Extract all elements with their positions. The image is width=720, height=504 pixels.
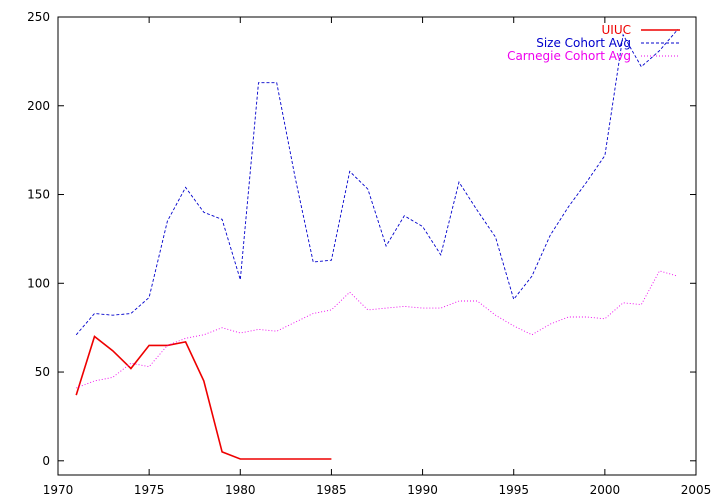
- series-line-2: [75, 29, 679, 336]
- y-tick-label: 0: [42, 454, 50, 468]
- plot-frame: [57, 16, 697, 476]
- y-tick-label: 150: [27, 188, 50, 202]
- x-tick-label: 1985: [316, 483, 347, 497]
- series-line-1: [75, 335, 332, 460]
- legend-label: UIUC: [602, 23, 631, 37]
- x-tick-label: 1980: [225, 483, 256, 497]
- x-tick-label: 2000: [590, 483, 621, 497]
- x-tick-label: 1990: [407, 483, 438, 497]
- x-tick-label: 1970: [43, 483, 74, 497]
- axis-ticks: 1970 1975 1980 1985 1990 1995 2000 2005 0 50 100 15…: [27, 10, 711, 497]
- series-line-3: [76, 270, 678, 389]
- y-tick-label: 100: [27, 276, 50, 290]
- legend-label: Carnegie Cohort Avg: [507, 49, 631, 63]
- legend-label: Size Cohort Avg: [536, 36, 631, 50]
- x-tick-label: 2005: [681, 483, 712, 497]
- y-tick-label: 200: [27, 99, 50, 113]
- x-tick-label: 1975: [134, 483, 165, 497]
- y-tick-label: 250: [27, 10, 50, 24]
- y-tick-label: 50: [35, 365, 50, 379]
- x-tick-label: 1995: [498, 483, 529, 497]
- series-lines: [75, 29, 679, 460]
